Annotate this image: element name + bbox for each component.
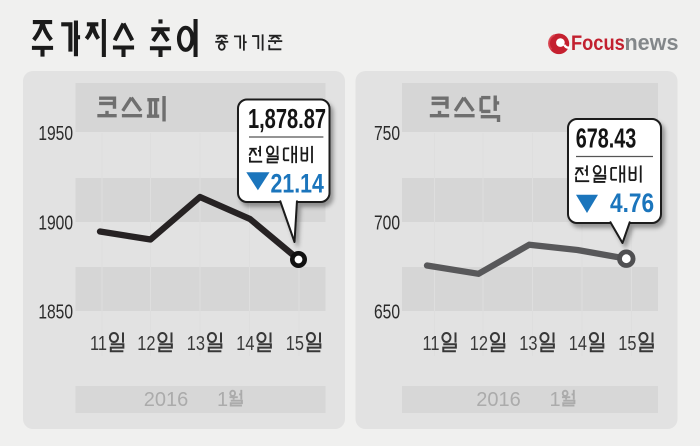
svg-text:700: 700 xyxy=(374,211,400,233)
svg-text:1950: 1950 xyxy=(38,122,73,144)
svg-text:12: 12 xyxy=(470,331,488,354)
svg-text:1,878.87: 1,878.87 xyxy=(248,104,326,135)
svg-text:650: 650 xyxy=(374,300,400,322)
svg-text:1: 1 xyxy=(217,389,228,411)
svg-text:12: 12 xyxy=(137,331,155,354)
svg-text:21.14: 21.14 xyxy=(271,169,325,199)
svg-text:14: 14 xyxy=(569,331,587,354)
svg-text:1900: 1900 xyxy=(38,211,73,233)
svg-text:750: 750 xyxy=(374,122,400,144)
svg-text:678.43: 678.43 xyxy=(576,124,637,155)
svg-text:13: 13 xyxy=(519,331,537,354)
svg-text:15: 15 xyxy=(618,331,636,354)
svg-text:4.76: 4.76 xyxy=(610,188,654,218)
svg-text:11: 11 xyxy=(90,331,107,354)
svg-text:Focus: Focus xyxy=(571,32,625,56)
svg-text:2016: 2016 xyxy=(476,389,521,411)
svg-text:2016: 2016 xyxy=(144,389,189,411)
svg-text:13: 13 xyxy=(187,331,205,354)
svg-text:1: 1 xyxy=(549,389,560,411)
svg-text:14: 14 xyxy=(236,331,254,354)
svg-text:1850: 1850 xyxy=(38,300,73,322)
svg-text:11: 11 xyxy=(422,331,439,354)
svg-text:news: news xyxy=(625,30,679,55)
svg-text:15: 15 xyxy=(286,331,304,354)
